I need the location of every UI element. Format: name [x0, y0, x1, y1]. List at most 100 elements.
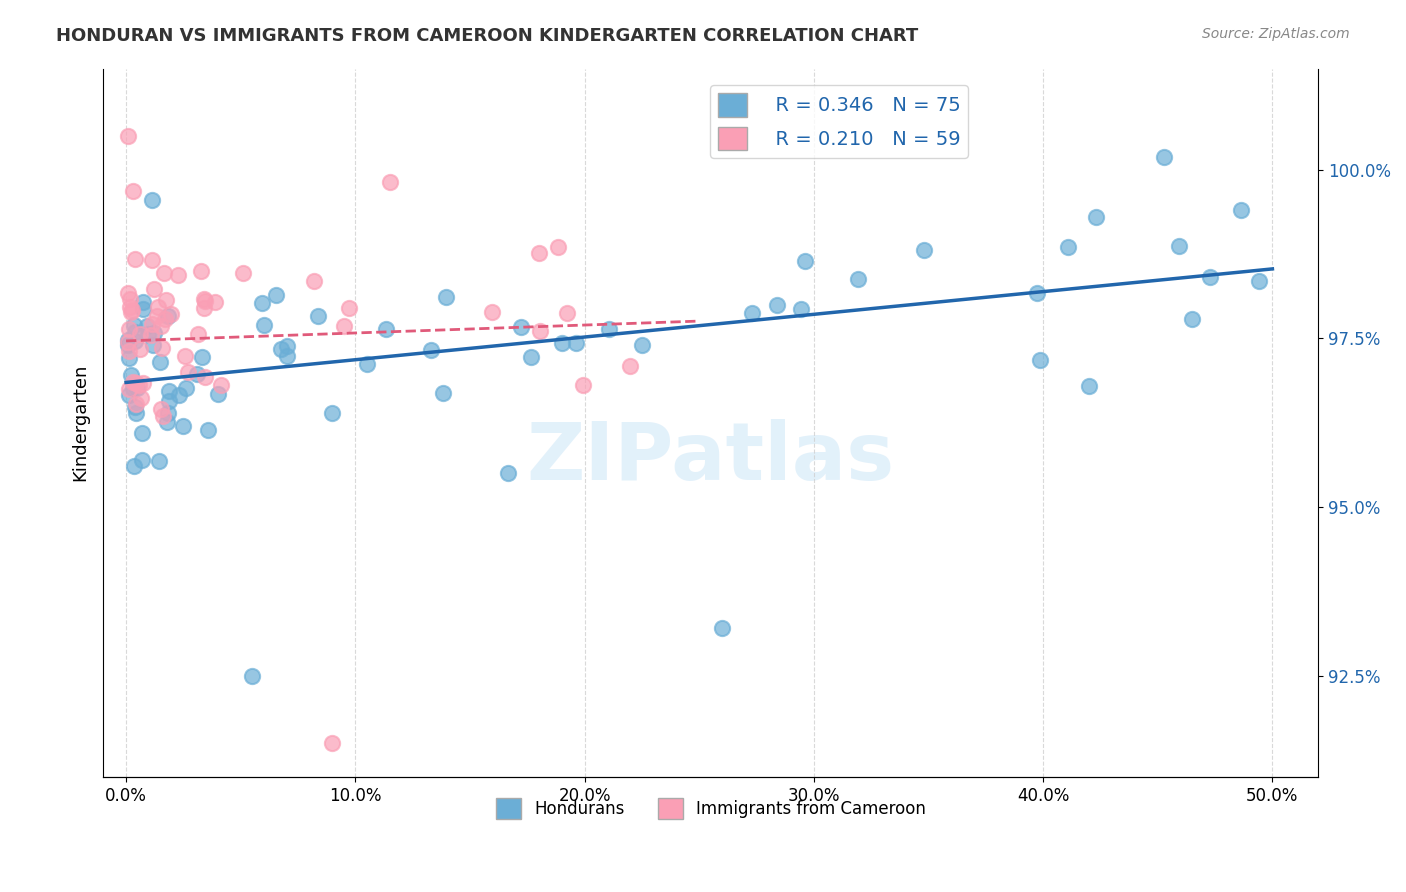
Point: [125, 406, 148, 420]
Point: [117, 286, 139, 301]
Point: [619, 359, 641, 373]
Point: [155, 293, 177, 307]
Point: [118, 321, 141, 335]
Point: [132, 302, 155, 317]
Point: [270, 342, 292, 356]
Point: [172, 418, 194, 433]
Point: [132, 376, 155, 390]
Point: [1026, 286, 1049, 301]
Y-axis label: Kindergarten: Kindergarten: [72, 364, 89, 482]
Point: [240, 668, 263, 682]
Point: [142, 282, 165, 296]
Point: [122, 375, 145, 389]
Point: [252, 296, 274, 310]
Point: [194, 369, 217, 384]
Point: [121, 302, 143, 317]
Point: [122, 458, 145, 473]
Point: [1230, 202, 1253, 217]
Point: [157, 309, 180, 323]
Point: [141, 253, 163, 268]
Point: [122, 381, 145, 395]
Point: [741, 306, 763, 320]
Point: [118, 351, 141, 365]
Point: [1084, 210, 1107, 224]
Point: [527, 245, 550, 260]
Point: [125, 376, 148, 390]
Point: [117, 335, 139, 350]
Point: [356, 357, 378, 371]
Point: [124, 397, 146, 411]
Point: [253, 318, 276, 332]
Text: Source: ZipAtlas.com: Source: ZipAtlas.com: [1202, 27, 1350, 41]
Point: [124, 401, 146, 415]
Point: [150, 401, 173, 416]
Point: [131, 425, 153, 440]
Point: [173, 349, 195, 363]
Point: [136, 327, 159, 342]
Point: [339, 301, 361, 315]
Point: [193, 292, 215, 306]
Point: [207, 387, 229, 401]
Point: [191, 351, 214, 365]
Point: [1057, 240, 1080, 254]
Point: [131, 295, 153, 310]
Point: [1078, 378, 1101, 392]
Point: [124, 334, 146, 349]
Point: [129, 326, 152, 341]
Point: [128, 377, 150, 392]
Point: [131, 453, 153, 467]
Point: [420, 343, 443, 357]
Point: [152, 266, 174, 280]
Point: [159, 307, 181, 321]
Point: [118, 300, 141, 314]
Point: [1247, 274, 1270, 288]
Text: HONDURAN VS IMMIGRANTS FROM CAMEROON KINDERGARTEN CORRELATION CHART: HONDURAN VS IMMIGRANTS FROM CAMEROON KIN…: [56, 27, 918, 45]
Point: [121, 184, 143, 198]
Point: [711, 622, 734, 636]
Point: [156, 415, 179, 429]
Point: [118, 344, 141, 359]
Point: [125, 381, 148, 395]
Point: [124, 325, 146, 339]
Point: [148, 454, 170, 468]
Point: [276, 339, 298, 353]
Point: [276, 349, 298, 363]
Point: [846, 272, 869, 286]
Point: [321, 406, 343, 420]
Point: [136, 319, 159, 334]
Point: [186, 367, 208, 381]
Point: [529, 325, 551, 339]
Point: [157, 384, 180, 398]
Point: [142, 338, 165, 352]
Point: [149, 318, 172, 333]
Point: [159, 393, 181, 408]
Point: [156, 406, 179, 420]
Point: [118, 382, 141, 396]
Point: [124, 252, 146, 266]
Point: [519, 350, 541, 364]
Point: [378, 175, 401, 189]
Point: [129, 392, 152, 406]
Point: [152, 409, 174, 423]
Point: [122, 318, 145, 332]
Point: [434, 290, 457, 304]
Point: [555, 305, 578, 319]
Point: [167, 387, 190, 401]
Point: [432, 385, 454, 400]
Point: [117, 333, 139, 347]
Point: [565, 335, 588, 350]
Point: [141, 317, 163, 331]
Point: [321, 736, 343, 750]
Point: [598, 321, 620, 335]
Point: [187, 326, 209, 341]
Point: [150, 342, 173, 356]
Point: [551, 335, 574, 350]
Point: [1153, 150, 1175, 164]
Point: [1199, 270, 1222, 285]
Point: [332, 318, 354, 333]
Point: [789, 302, 811, 317]
Point: [197, 423, 219, 437]
Point: [143, 326, 166, 340]
Point: [1029, 353, 1052, 368]
Point: [194, 294, 217, 309]
